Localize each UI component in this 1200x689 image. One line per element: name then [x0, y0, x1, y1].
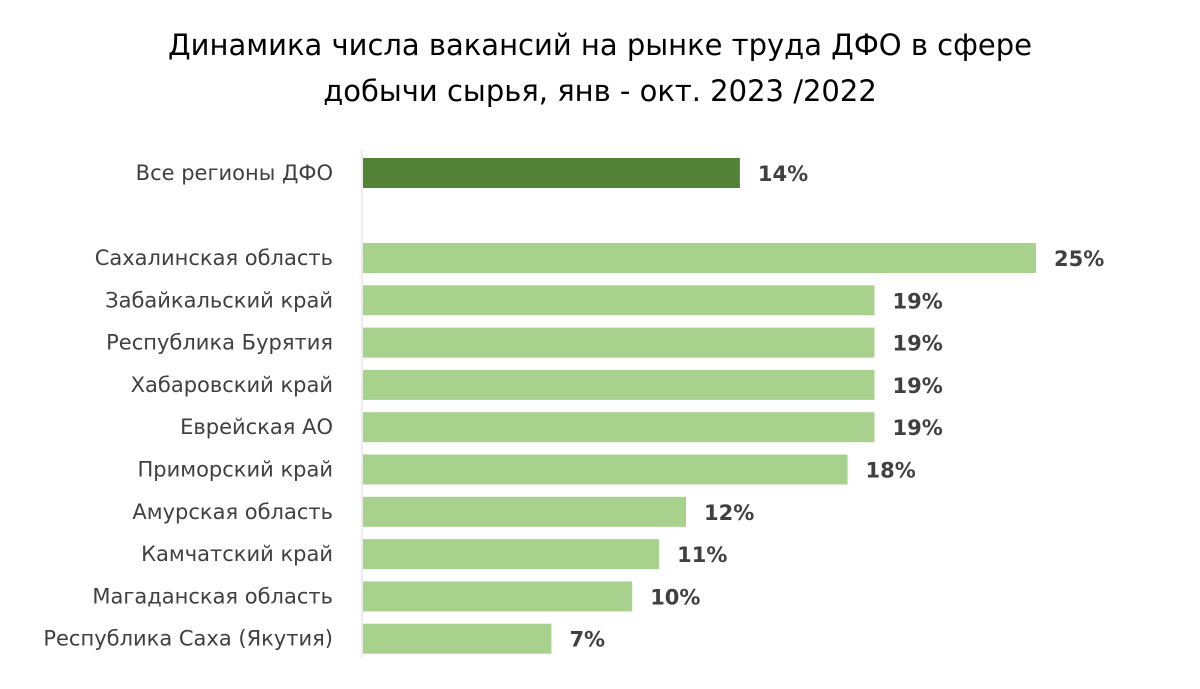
bar	[363, 327, 875, 358]
category-label: Амурская область	[132, 500, 333, 524]
data-label: 11%	[677, 543, 727, 567]
bar	[363, 539, 660, 570]
data-label: 14%	[758, 162, 808, 186]
bar	[363, 243, 1036, 273]
category-label: Забайкальский край	[105, 288, 333, 312]
data-label: 19%	[892, 332, 942, 356]
category-label: Приморский край	[137, 458, 333, 482]
data-label: 19%	[892, 374, 942, 398]
data-label: 18%	[866, 459, 916, 483]
category-label: Еврейская АО	[180, 415, 333, 439]
category-label: Сахалинская область	[95, 246, 333, 270]
data-label: 19%	[892, 289, 942, 313]
category-label: Хабаровский край	[131, 373, 333, 397]
category-label: Республика Бурятия	[106, 331, 333, 355]
bar	[363, 285, 875, 316]
bar	[363, 158, 740, 188]
data-label: 10%	[650, 585, 700, 609]
bar	[363, 454, 848, 485]
chart-title-line-2: добычи сырья, янв - окт. 2023 /2022	[323, 74, 877, 108]
bar	[363, 496, 687, 527]
bar	[363, 369, 875, 400]
bar	[363, 581, 633, 612]
category-label: Камчатский край	[141, 542, 333, 566]
category-label: Республика Саха (Якутия)	[43, 627, 333, 651]
chart-title: Динамика числа вакансий на рынке труда Д…	[0, 22, 1200, 114]
data-label: 25%	[1054, 247, 1104, 271]
category-label: Магаданская область	[92, 584, 333, 608]
data-label: 12%	[704, 501, 754, 525]
data-label: 19%	[892, 416, 942, 440]
category-label: Все регионы ДФО	[136, 161, 333, 185]
data-label: 7%	[569, 628, 605, 652]
bar	[363, 623, 552, 654]
bar	[363, 412, 875, 443]
chart-title-line-1: Динамика числа вакансий на рынке труда Д…	[168, 28, 1032, 62]
